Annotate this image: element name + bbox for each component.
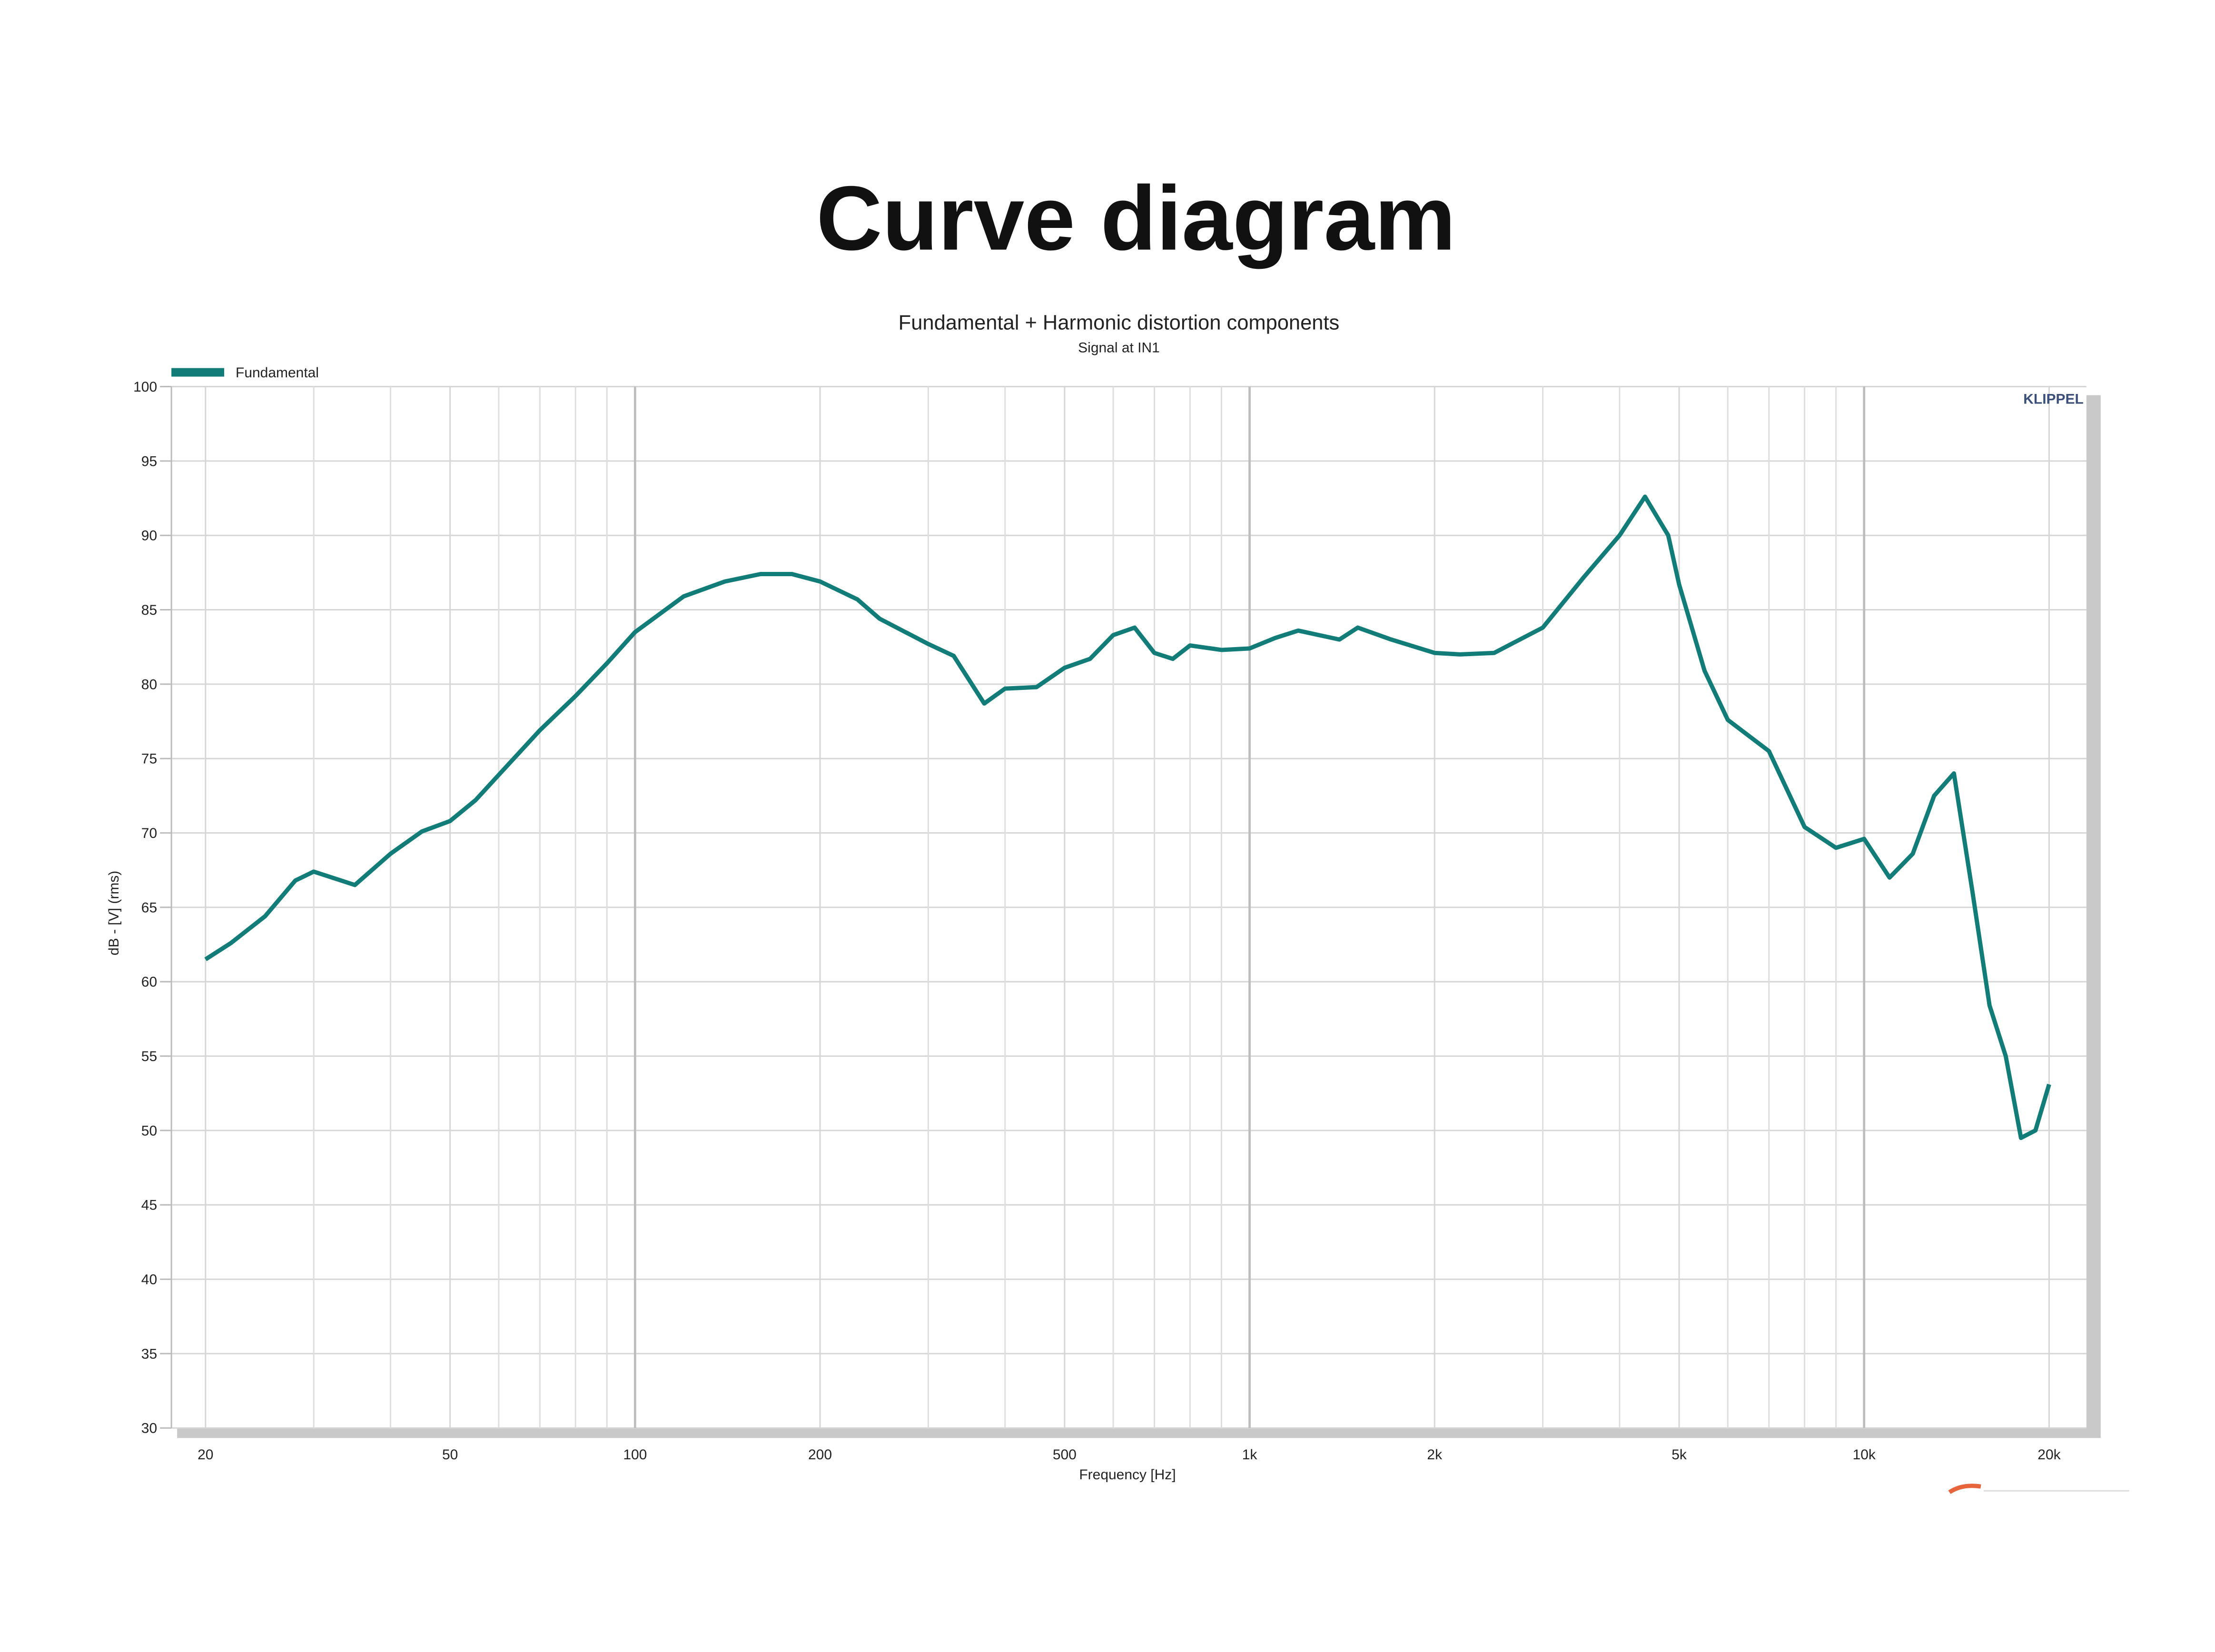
y-tick-label: 60 (141, 974, 157, 990)
series-line (204, 494, 2051, 1141)
logo-fragment (1948, 1484, 1981, 1495)
legend-swatch (171, 368, 225, 377)
watermark: KLIPPEL (2023, 392, 2084, 407)
x-tick-label: 1k (1242, 1447, 1258, 1463)
y-tick-label: 90 (141, 528, 157, 544)
y-tick-label: 75 (141, 751, 157, 767)
y-tick-label: 30 (141, 1421, 157, 1436)
y-tick-label: 55 (141, 1049, 157, 1064)
x-tick-label: 200 (808, 1447, 832, 1463)
y-axis-label: dB - [V] (rms) (106, 871, 122, 955)
x-tick-label: 20 (198, 1447, 213, 1463)
y-tick-label: 80 (141, 677, 157, 692)
x-tick-label: 20k (2037, 1447, 2061, 1463)
y-tick-label: 40 (141, 1272, 157, 1288)
x-tick-label: 2k (1427, 1447, 1443, 1463)
x-tick-label: 5k (1671, 1447, 1687, 1463)
y-tick-label: 85 (141, 602, 157, 618)
y-tick-label: 35 (141, 1346, 157, 1362)
x-tick-label: 10k (1853, 1447, 1876, 1463)
page-title: Curve diagram (816, 167, 1456, 269)
x-axis-label: Frequency [Hz] (1079, 1467, 1176, 1483)
chart-title: Fundamental + Harmonic distortion compon… (899, 312, 1340, 334)
legend-label: Fundamental (236, 365, 319, 381)
x-tick-label: 500 (1053, 1447, 1077, 1463)
y-tick-label: 45 (141, 1198, 157, 1213)
y-tick-label: 65 (141, 900, 157, 915)
y-tick-label: 50 (141, 1123, 157, 1139)
y-tick-label: 95 (141, 453, 157, 469)
x-tick-label: 50 (442, 1447, 458, 1463)
y-tick-label: 70 (141, 826, 157, 841)
marks: Fundamental (171, 365, 2051, 1141)
chart-subtitle: Signal at IN1 (1078, 340, 1160, 356)
y-tick-label: 100 (133, 379, 157, 395)
x-tick-label: 100 (623, 1447, 647, 1463)
grid: 30 35 40 45 50 55 60 65 70 75 80 85 90 95 100 20 50 100 20… (133, 379, 2086, 1463)
